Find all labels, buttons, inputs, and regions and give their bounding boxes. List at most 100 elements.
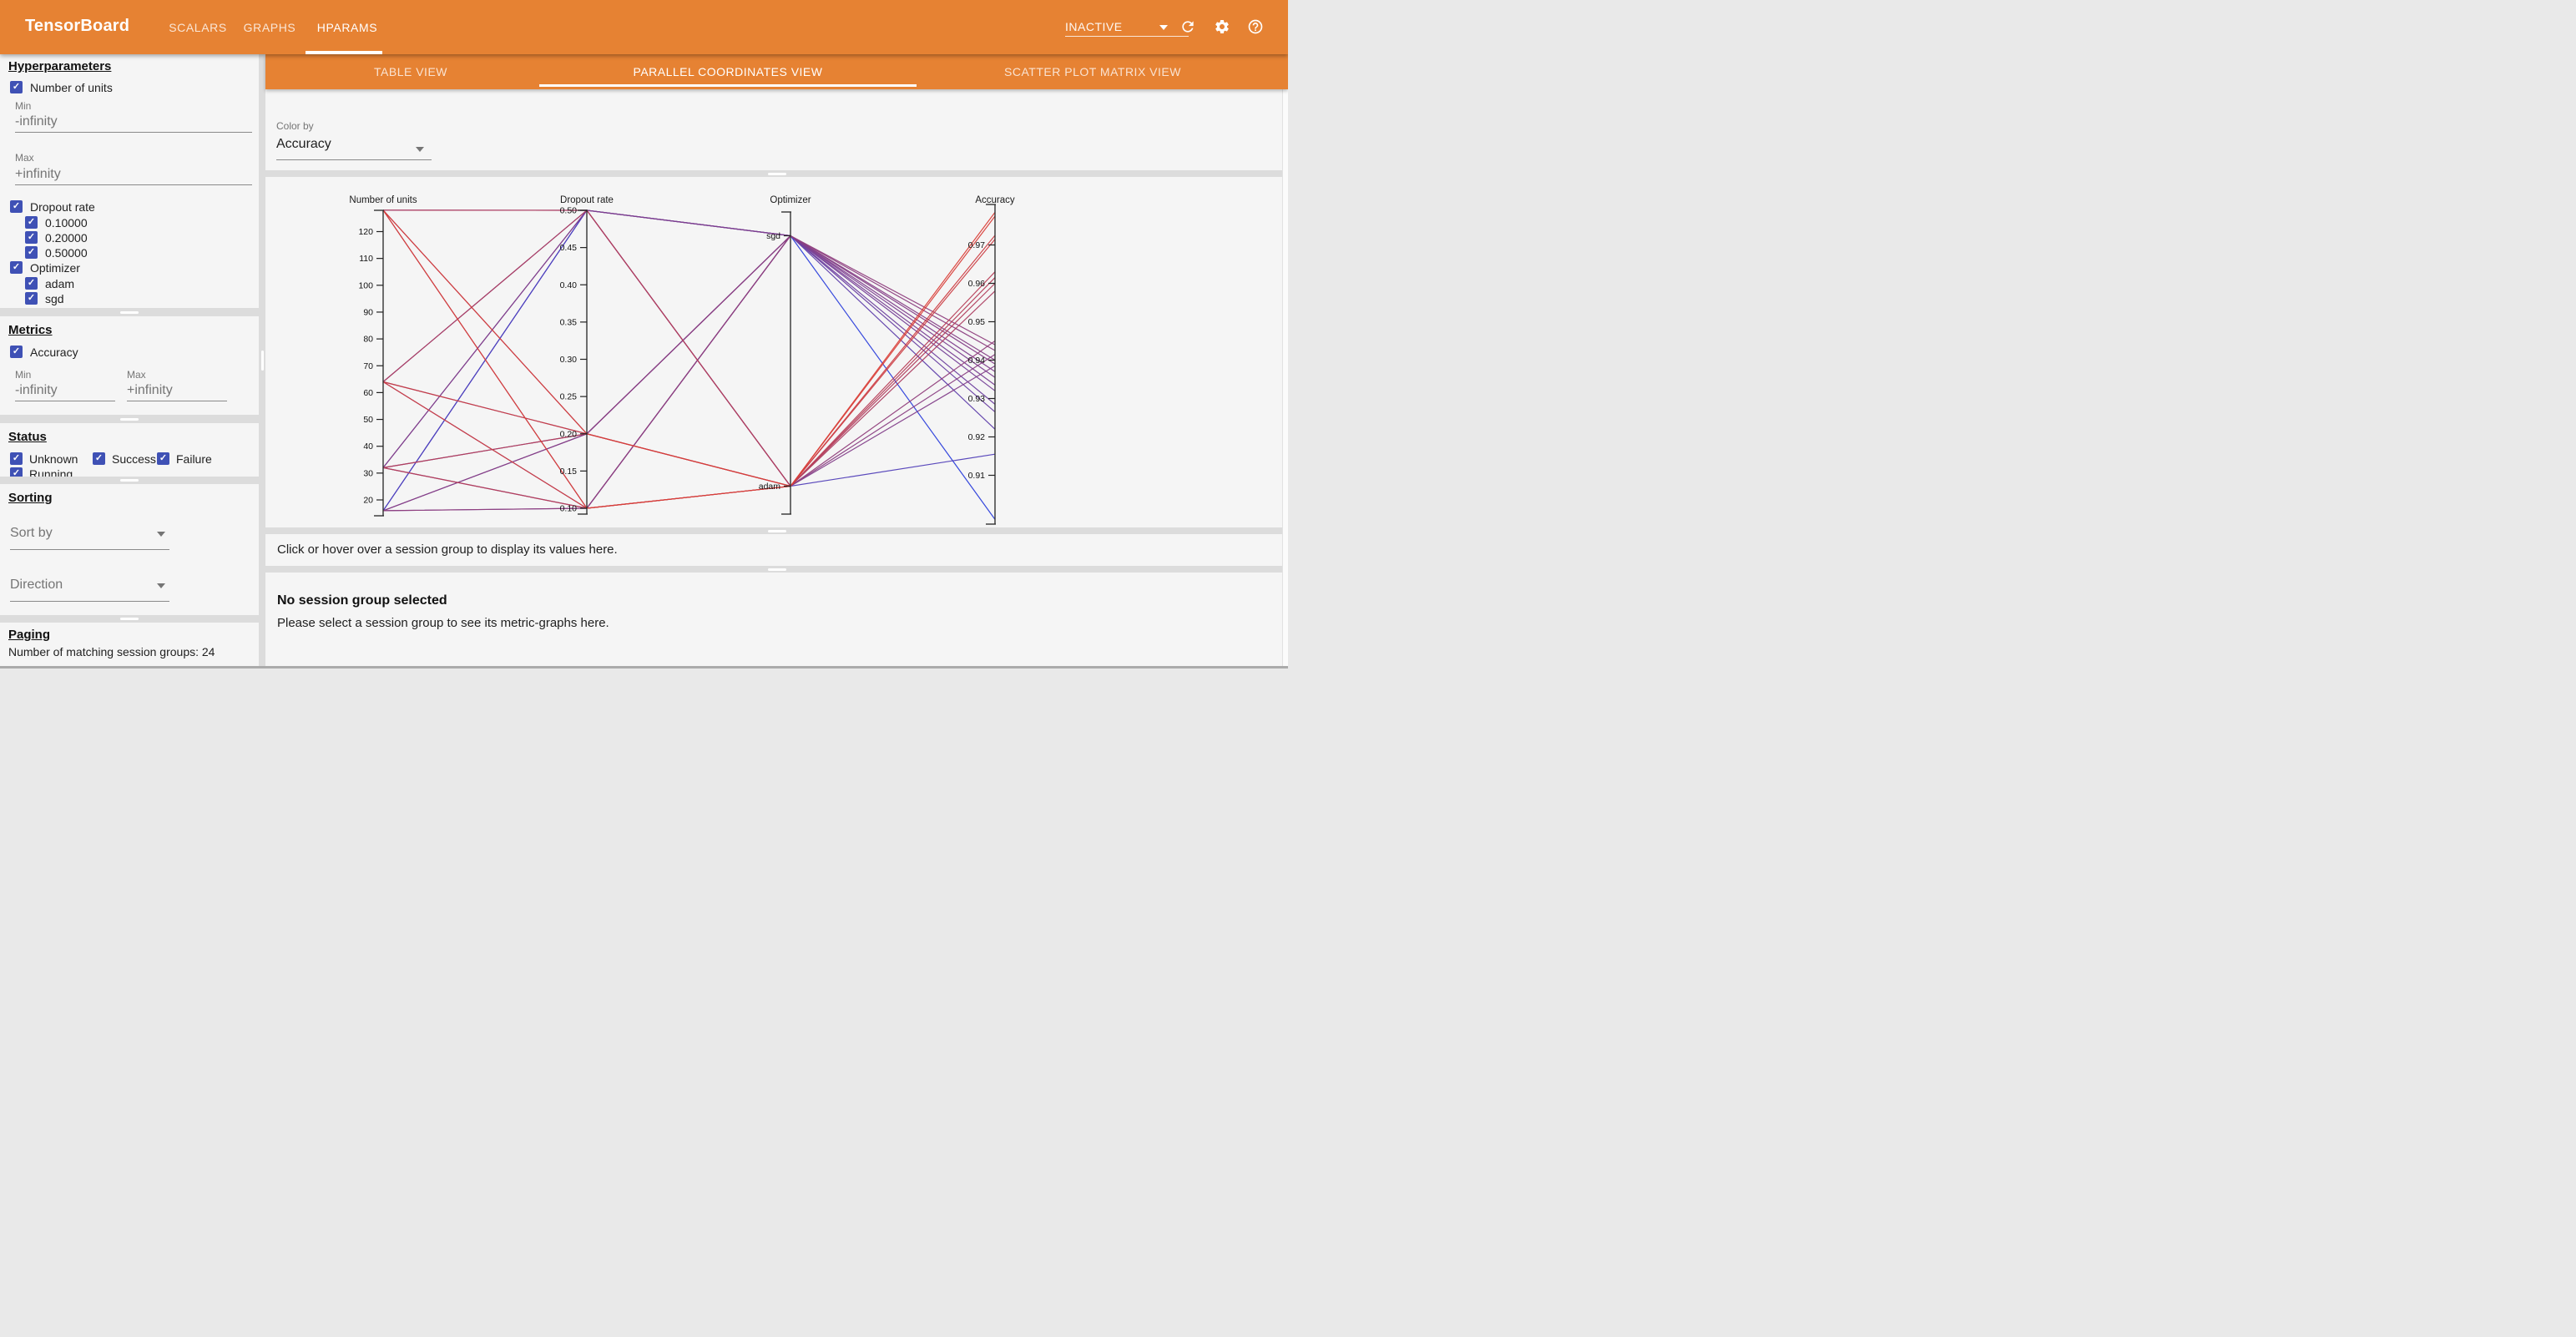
checkbox-optimizer[interactable] xyxy=(10,261,23,274)
session-group-line[interactable] xyxy=(382,209,996,520)
sort-by-select[interactable]: Sort by xyxy=(10,526,53,540)
session-group-line[interactable] xyxy=(382,209,996,487)
session-group-line[interactable] xyxy=(382,209,996,435)
checkbox-accuracy[interactable] xyxy=(10,346,23,358)
max-input[interactable] xyxy=(15,167,252,185)
checkbox-dropout-0.2[interactable] xyxy=(25,231,38,244)
pane-resize-divider[interactable] xyxy=(265,527,1282,534)
session-group-line[interactable] xyxy=(382,235,996,512)
session-group-line[interactable] xyxy=(382,271,996,509)
drag-handle[interactable] xyxy=(768,568,786,571)
drag-handle[interactable] xyxy=(260,351,264,371)
session-group-line[interactable] xyxy=(382,239,996,487)
help-icon[interactable] xyxy=(1247,18,1264,35)
parallel-coordinates-chart[interactable]: Number of units 20 30 40 50 60 70 80 90 100 110 120… xyxy=(265,177,1282,527)
chevron-down-icon[interactable] xyxy=(157,583,165,588)
session-group-line[interactable] xyxy=(382,209,996,510)
drag-handle[interactable] xyxy=(120,417,139,421)
checkbox-label: sgd xyxy=(45,292,64,305)
axis-tick-label: 120 xyxy=(358,227,373,237)
session-group-line[interactable] xyxy=(382,209,996,468)
drag-handle[interactable] xyxy=(120,310,139,314)
checkbox-status-unknown[interactable] xyxy=(10,452,23,465)
section-resize-divider[interactable] xyxy=(0,415,259,423)
chevron-down-icon[interactable] xyxy=(416,147,424,152)
status-heading: Status xyxy=(8,430,47,444)
checkbox-optimizer-sgd[interactable] xyxy=(25,292,38,305)
axis-tick-label: 0.35 xyxy=(560,317,578,327)
axis-tick-label: 0.30 xyxy=(560,355,578,365)
session-group-line[interactable] xyxy=(382,235,996,512)
checkbox-label: 0.20000 xyxy=(45,231,88,245)
axis-tick-label: 60 xyxy=(363,388,373,398)
checkbox-label: Dropout rate xyxy=(30,200,95,214)
checkbox-dropout-rate[interactable] xyxy=(10,200,23,213)
checkbox-label: Number of units xyxy=(30,81,113,94)
checkbox-label: Failure xyxy=(176,452,212,466)
horizontal-scrollbar[interactable] xyxy=(0,666,1288,668)
drag-handle[interactable] xyxy=(120,479,139,482)
checkbox-number-of-units[interactable] xyxy=(10,81,23,93)
checkbox-dropout-0.5[interactable] xyxy=(25,246,38,259)
select-underline xyxy=(276,159,432,160)
sidebar-resize-splitter[interactable] xyxy=(259,54,265,668)
checkbox-status-failure[interactable] xyxy=(157,452,169,465)
axis-tick-label: 0.10 xyxy=(560,504,578,514)
axis-tick-label: 0.94 xyxy=(968,356,986,366)
sorting-heading: Sorting xyxy=(8,491,53,505)
metric-max-input[interactable] xyxy=(127,383,227,401)
session-group-line[interactable] xyxy=(382,209,996,509)
chevron-down-icon[interactable] xyxy=(157,532,165,537)
refresh-icon[interactable] xyxy=(1179,18,1196,35)
axis-tick-label: 40 xyxy=(363,441,373,452)
color-by-select[interactable]: Accuracy xyxy=(276,137,331,151)
min-label: Min xyxy=(15,369,32,381)
nav-tab-graphs[interactable]: GRAPHS xyxy=(243,21,296,34)
checkbox-status-success[interactable] xyxy=(93,452,105,465)
metrics-heading: Metrics xyxy=(8,323,53,337)
section-resize-divider[interactable] xyxy=(0,615,259,623)
section-resize-divider[interactable] xyxy=(0,308,259,316)
direction-select[interactable]: Direction xyxy=(10,578,63,592)
session-group-line[interactable] xyxy=(382,209,996,487)
no-selection-title: No session group selected xyxy=(277,593,447,608)
axis-tick-label: 0.93 xyxy=(968,394,986,404)
drag-handle[interactable] xyxy=(768,529,786,532)
active-view-tab-underline xyxy=(539,84,917,87)
session-group-line[interactable] xyxy=(382,354,996,512)
run-selector-value[interactable]: INACTIVE xyxy=(1065,20,1123,33)
min-input[interactable] xyxy=(15,114,252,133)
axis-tick-label: 80 xyxy=(363,335,373,345)
pane-resize-divider[interactable] xyxy=(265,566,1282,573)
paging-heading: Paging xyxy=(8,628,51,642)
axis-tick-label: 20 xyxy=(363,496,373,506)
section-resize-divider[interactable] xyxy=(0,477,259,484)
vertical-scrollbar[interactable] xyxy=(1282,54,1288,666)
axis-label: Optimizer xyxy=(770,195,811,205)
session-group-line[interactable] xyxy=(382,277,996,487)
nav-tab-scalars[interactable]: SCALARS xyxy=(169,21,227,34)
select-underline xyxy=(10,601,169,602)
session-group-line[interactable] xyxy=(382,209,996,512)
chevron-down-icon[interactable] xyxy=(1159,25,1168,30)
no-selection-message: Please select a session group to see its… xyxy=(277,616,609,630)
nav-tab-hparams[interactable]: HPARAMS xyxy=(316,21,378,34)
drag-handle[interactable] xyxy=(768,172,786,175)
metric-min-input[interactable] xyxy=(15,383,115,401)
pane-resize-divider[interactable] xyxy=(265,170,1282,177)
session-values-hint: Click or hover over a session group to d… xyxy=(277,542,618,557)
axis-tick-label: 0.97 xyxy=(968,240,986,250)
drag-handle[interactable] xyxy=(120,618,139,620)
session-group-line[interactable] xyxy=(382,341,996,512)
checkbox-optimizer-adam[interactable] xyxy=(25,277,38,290)
hyperparameters-heading: Hyperparameters xyxy=(8,59,112,73)
axis-label: Number of units xyxy=(349,195,417,205)
axis-tick-label: 0.20 xyxy=(560,429,578,439)
tab-parallel-coordinates-view[interactable]: PARALLEL COORDINATES VIEW xyxy=(633,65,823,78)
gear-icon[interactable] xyxy=(1214,18,1230,35)
tab-table-view[interactable]: TABLE VIEW xyxy=(374,65,447,78)
tab-scatter-plot-matrix-view[interactable]: SCATTER PLOT MATRIX VIEW xyxy=(1004,65,1181,78)
checkbox-dropout-0.1[interactable] xyxy=(25,216,38,229)
checkbox-label: adam xyxy=(45,277,75,290)
axis-tick-label: 70 xyxy=(363,361,373,371)
